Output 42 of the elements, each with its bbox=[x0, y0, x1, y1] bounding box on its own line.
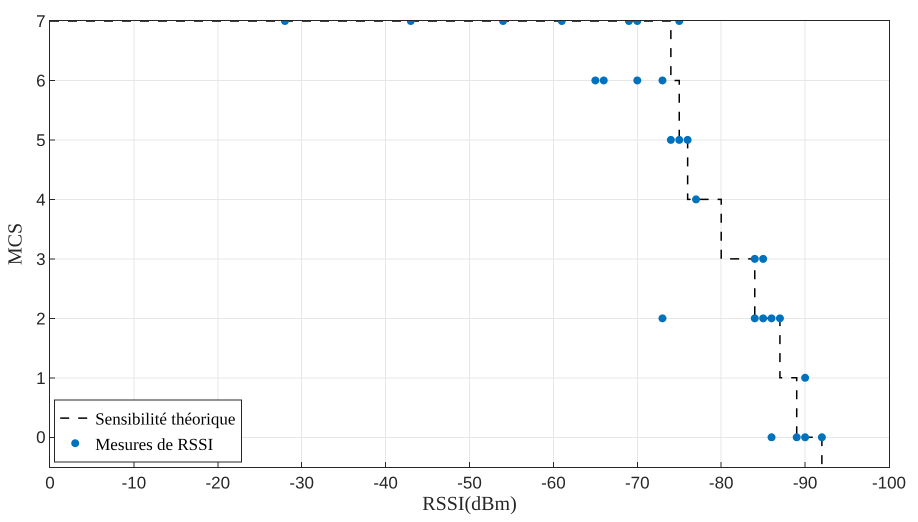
point bbox=[658, 314, 666, 322]
x-tick-label: -40 bbox=[373, 473, 398, 492]
y-tick-label: 0 bbox=[36, 428, 46, 448]
y-tick-label: 4 bbox=[36, 190, 46, 210]
x-tick-label: -50 bbox=[457, 473, 482, 492]
x-tick-label: -10 bbox=[122, 473, 146, 492]
point bbox=[750, 314, 759, 322]
point bbox=[768, 314, 776, 322]
point bbox=[776, 314, 784, 322]
y-tick-label: 3 bbox=[36, 250, 46, 269]
point bbox=[818, 433, 826, 442]
x-tick-label: -30 bbox=[289, 473, 314, 492]
x-tick-label: -70 bbox=[625, 473, 650, 492]
point bbox=[633, 76, 642, 84]
point bbox=[801, 433, 810, 442]
point bbox=[792, 433, 801, 442]
x-tick-label: -80 bbox=[708, 473, 734, 492]
x-tick-label: -100 bbox=[872, 473, 906, 492]
point bbox=[801, 374, 810, 382]
point bbox=[684, 136, 692, 144]
legend-label: Sensibilité théorique bbox=[95, 410, 236, 429]
point bbox=[675, 136, 684, 144]
point bbox=[600, 76, 608, 84]
y-tick-label: 6 bbox=[36, 71, 46, 90]
y-tick-label: 2 bbox=[36, 309, 46, 328]
point bbox=[692, 195, 700, 204]
y-tick-label: 5 bbox=[36, 130, 46, 150]
point bbox=[666, 136, 675, 144]
legend-label: Mesures de RSSI bbox=[95, 434, 214, 454]
y-tick-label: 1 bbox=[36, 368, 46, 388]
y-axis-title: MCS bbox=[4, 222, 27, 266]
x-tick-label: -20 bbox=[206, 473, 230, 492]
y-tick-label: 7 bbox=[36, 12, 46, 31]
x-tick-label: -90 bbox=[792, 473, 818, 492]
point bbox=[658, 76, 666, 84]
point bbox=[759, 314, 768, 322]
point bbox=[591, 76, 600, 84]
x-axis-title: RSSI(dBm) bbox=[422, 492, 517, 515]
point bbox=[759, 254, 768, 263]
point bbox=[750, 254, 759, 263]
x-tick-label: -60 bbox=[541, 473, 566, 492]
point bbox=[768, 433, 776, 442]
